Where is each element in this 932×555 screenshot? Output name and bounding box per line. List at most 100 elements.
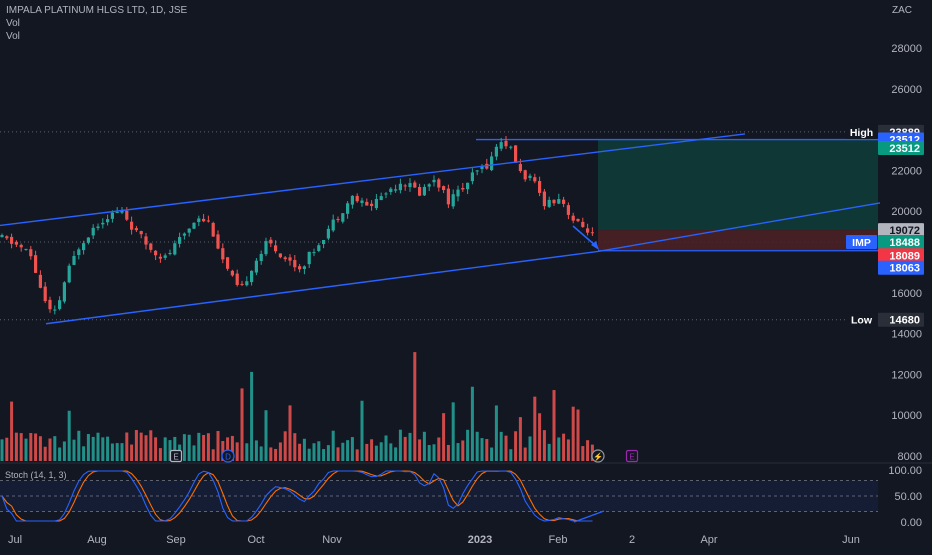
candle-body bbox=[67, 265, 71, 283]
candle-body bbox=[48, 299, 52, 310]
volume-bar bbox=[173, 436, 177, 461]
price-axis: ZAC8000100001200014000160001800020000220… bbox=[888, 5, 922, 529]
volume-bar bbox=[82, 446, 86, 461]
candle-body bbox=[432, 179, 436, 183]
candle-body bbox=[144, 236, 148, 245]
candle-body bbox=[72, 255, 76, 265]
candle-body bbox=[307, 251, 311, 265]
volume-bar bbox=[259, 446, 263, 461]
candle-body bbox=[10, 236, 14, 244]
volume-bar bbox=[518, 417, 522, 461]
candle-body bbox=[384, 193, 388, 195]
volume-bar bbox=[528, 436, 532, 461]
price-badge-value: 23512 bbox=[889, 143, 920, 155]
candle-body bbox=[173, 243, 177, 255]
candle-body bbox=[480, 165, 484, 170]
volume-bar bbox=[130, 444, 134, 461]
candle-body bbox=[542, 191, 546, 207]
price-tick-label: 14000 bbox=[891, 329, 922, 341]
volume-bar bbox=[62, 441, 66, 461]
event-marker bbox=[591, 449, 605, 463]
volume-bar bbox=[192, 445, 196, 461]
candle-body bbox=[283, 257, 287, 260]
volume-bar bbox=[331, 430, 335, 461]
candles bbox=[0, 135, 594, 315]
candle-body bbox=[576, 218, 580, 222]
candle-body bbox=[504, 140, 508, 147]
candle-body bbox=[245, 281, 249, 286]
candle-body bbox=[394, 189, 398, 191]
volume-bar bbox=[24, 438, 28, 461]
volume-bar bbox=[355, 449, 359, 461]
volume-bar bbox=[490, 447, 494, 461]
candle-body bbox=[197, 218, 201, 223]
candle-body bbox=[365, 201, 369, 206]
candle-body bbox=[38, 274, 42, 288]
candle-body bbox=[240, 283, 244, 285]
candle-body bbox=[221, 248, 225, 260]
candle-body bbox=[302, 266, 306, 269]
volume-label-2: Vol bbox=[6, 31, 20, 42]
candle-body bbox=[427, 184, 431, 187]
channel-inner-line bbox=[597, 202, 881, 253]
candle-body bbox=[581, 221, 585, 227]
candle-body bbox=[14, 241, 18, 245]
volume-bar bbox=[346, 440, 350, 461]
candle-body bbox=[355, 195, 359, 202]
volume-bar bbox=[542, 430, 546, 461]
candle-body bbox=[528, 175, 532, 178]
candle-body bbox=[408, 183, 412, 188]
candle-body bbox=[19, 244, 23, 248]
volume-bar bbox=[422, 431, 426, 461]
volume-bar bbox=[58, 447, 62, 461]
candle-body bbox=[77, 249, 81, 255]
candle-body bbox=[230, 270, 234, 276]
volume-bar bbox=[557, 437, 561, 461]
candle-body bbox=[331, 219, 335, 231]
candle-body bbox=[389, 188, 393, 193]
volume-bar bbox=[581, 446, 585, 461]
volume-bar bbox=[403, 436, 407, 461]
volume-bar bbox=[48, 438, 52, 461]
event-marker bbox=[221, 449, 235, 463]
volume-bar bbox=[0, 439, 4, 461]
volume-bar bbox=[427, 445, 431, 461]
volume-bar bbox=[446, 444, 450, 461]
candle-body bbox=[360, 200, 364, 203]
volume-bar bbox=[101, 437, 105, 461]
volume-bar bbox=[384, 435, 388, 461]
candle-body bbox=[235, 273, 239, 285]
candle-body bbox=[187, 228, 191, 233]
volume-bar bbox=[202, 434, 206, 461]
candle-body bbox=[571, 215, 575, 221]
candle-body bbox=[206, 220, 210, 222]
candle-body bbox=[490, 156, 494, 171]
candle-body bbox=[403, 185, 407, 187]
price-badge bbox=[878, 223, 924, 238]
volume-bar bbox=[245, 443, 249, 461]
event-marker-letter: ⚡ bbox=[593, 452, 603, 462]
price-badge-tag bbox=[846, 312, 877, 327]
volume-bar bbox=[206, 433, 210, 461]
candle-body bbox=[264, 241, 268, 255]
candle-body bbox=[0, 235, 4, 238]
time-tick-label: Oct bbox=[247, 534, 264, 546]
time-tick-label: Nov bbox=[322, 534, 342, 546]
volume-bar bbox=[144, 435, 148, 461]
time-tick-label: Jun bbox=[842, 534, 860, 546]
volume-bar bbox=[379, 442, 383, 461]
time-tick-label: Sep bbox=[166, 534, 186, 546]
candle-body bbox=[494, 146, 498, 157]
volume-bar bbox=[523, 447, 527, 461]
candle-body bbox=[101, 222, 105, 225]
time-tick-label: Feb bbox=[549, 534, 568, 546]
volume-bar bbox=[43, 446, 47, 461]
candle-body bbox=[586, 228, 590, 233]
time-tick-label: 2 bbox=[629, 534, 635, 546]
candle-body bbox=[34, 255, 38, 273]
price-badge bbox=[878, 312, 924, 327]
volume-bar bbox=[437, 437, 441, 461]
candle-body bbox=[149, 243, 153, 250]
